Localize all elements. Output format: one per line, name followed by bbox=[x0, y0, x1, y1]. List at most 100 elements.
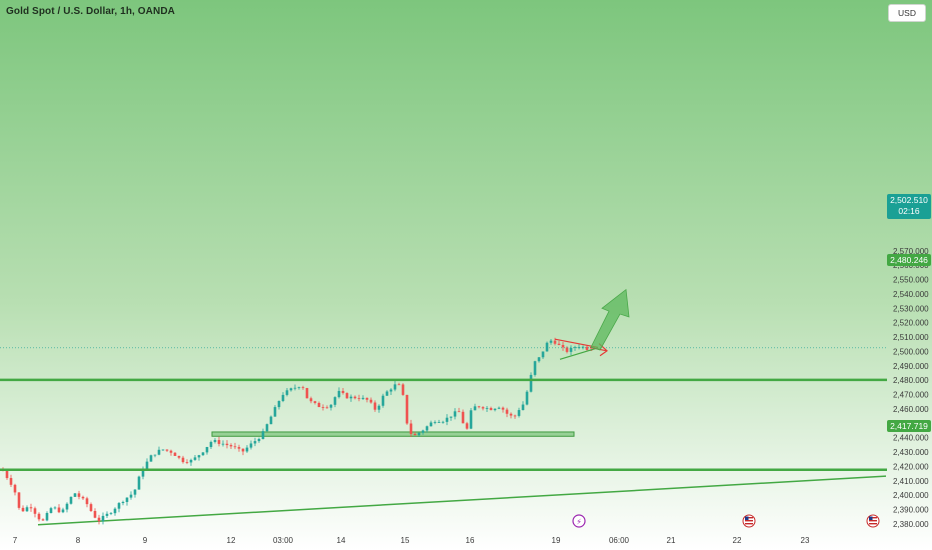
y-tick-label: 2,410.000 bbox=[893, 477, 929, 486]
candle-body bbox=[205, 447, 209, 453]
candle-body bbox=[569, 347, 573, 352]
candle-body bbox=[121, 501, 125, 504]
candle-body bbox=[209, 441, 213, 448]
flag-stripe bbox=[869, 520, 877, 522]
candle-body bbox=[317, 402, 321, 408]
y-tick-label: 2,460.000 bbox=[893, 405, 929, 414]
x-tick-label: 16 bbox=[466, 536, 475, 545]
y-tick-label: 2,380.000 bbox=[893, 520, 929, 529]
candle-body bbox=[241, 448, 245, 452]
x-tick-label: 15 bbox=[401, 536, 410, 545]
candle-body bbox=[513, 415, 517, 417]
candle-body bbox=[389, 389, 393, 392]
demand-zone-box[interactable] bbox=[211, 431, 575, 437]
y-tick-label: 2,440.000 bbox=[893, 434, 929, 443]
candle-body bbox=[437, 422, 441, 423]
candle-body bbox=[261, 431, 265, 439]
y-tick-label: 2,550.000 bbox=[893, 276, 929, 285]
projection-arrow[interactable] bbox=[590, 288, 630, 351]
candle-body bbox=[517, 410, 521, 416]
y-tick-label: 2,490.000 bbox=[893, 362, 929, 371]
candle-body bbox=[101, 515, 105, 522]
candle-body bbox=[253, 441, 257, 444]
candle-body bbox=[5, 470, 9, 479]
candle-body bbox=[117, 503, 121, 509]
candle-body bbox=[61, 509, 65, 513]
x-tick-label: 06:00 bbox=[609, 536, 630, 545]
candle-body bbox=[197, 455, 201, 458]
candle-body bbox=[329, 404, 333, 408]
x-tick-label: 12 bbox=[227, 536, 236, 545]
flag-stripe bbox=[869, 517, 877, 519]
candle-body bbox=[9, 478, 13, 485]
candle-body bbox=[357, 398, 361, 400]
y-axis: 2,380.000 2,390.000 2,400.000 2,410.000 2,42… bbox=[893, 247, 929, 529]
bar-countdown: 02:16 bbox=[898, 206, 920, 216]
candle-body bbox=[177, 455, 181, 458]
candle-body bbox=[353, 396, 357, 399]
chart-title: Gold Spot / U.S. Dollar, 1h, OANDA bbox=[6, 6, 175, 17]
candle-body bbox=[65, 503, 69, 510]
candle-body bbox=[161, 449, 165, 451]
y-tick-label: 2,470.000 bbox=[893, 391, 929, 400]
candle-body bbox=[229, 445, 233, 447]
candle-body bbox=[41, 519, 45, 521]
candle-body bbox=[137, 476, 141, 490]
x-tick-label: 23 bbox=[801, 536, 810, 545]
x-tick-label: 14 bbox=[337, 536, 346, 545]
candle-body bbox=[565, 347, 569, 352]
candle-body bbox=[429, 422, 433, 427]
y-tick-label: 2,480.000 bbox=[893, 376, 929, 385]
candle-body bbox=[153, 454, 157, 456]
candle-body bbox=[29, 507, 33, 509]
candle-body bbox=[233, 446, 237, 448]
candle-body bbox=[453, 411, 457, 417]
candle-body bbox=[25, 507, 29, 512]
candle-body bbox=[213, 440, 217, 442]
ascending-trendline[interactable] bbox=[37, 475, 887, 526]
candle-body bbox=[189, 459, 193, 463]
candle-body bbox=[529, 374, 533, 392]
candle-body bbox=[461, 411, 465, 424]
candle-body bbox=[345, 393, 349, 399]
candle-body bbox=[581, 346, 585, 348]
event-marker bbox=[742, 514, 756, 528]
candle-body bbox=[185, 462, 189, 463]
candle-body bbox=[157, 449, 161, 455]
candle-body bbox=[525, 391, 529, 405]
currency-button[interactable]: USD bbox=[888, 4, 926, 22]
candle-body bbox=[17, 492, 21, 508]
candle-body bbox=[281, 394, 285, 402]
candle-body bbox=[557, 343, 561, 345]
candle-body bbox=[93, 510, 97, 518]
candle-body bbox=[309, 398, 313, 402]
candle-body bbox=[45, 512, 49, 521]
y-tick-label: 2,400.000 bbox=[893, 491, 929, 500]
candle-body bbox=[433, 422, 437, 423]
x-tick-label: 21 bbox=[667, 536, 676, 545]
event-marker bbox=[866, 514, 880, 528]
candle-body bbox=[377, 405, 381, 410]
flag-canton bbox=[745, 516, 749, 520]
y-tick-label: 2,520.000 bbox=[893, 319, 929, 328]
candle-body bbox=[505, 409, 509, 414]
candle-body bbox=[473, 406, 477, 411]
y-tick-label: 2,530.000 bbox=[893, 304, 929, 313]
y-tick-label: 2,500.000 bbox=[893, 347, 929, 356]
candle-body bbox=[57, 507, 61, 513]
candle-body bbox=[509, 413, 513, 416]
candle-body bbox=[493, 408, 497, 411]
candle-body bbox=[401, 384, 405, 395]
candle-body bbox=[77, 493, 81, 497]
event-marker: ⚡ bbox=[572, 514, 586, 528]
candle-body bbox=[561, 344, 565, 348]
candle-body bbox=[521, 404, 525, 411]
x-tick-label: 8 bbox=[76, 536, 81, 545]
candle-body bbox=[33, 508, 37, 514]
candle-body bbox=[237, 447, 241, 449]
candle-body bbox=[297, 387, 301, 389]
flag-stripe bbox=[745, 517, 753, 519]
x-tick-label: 7 bbox=[13, 536, 18, 545]
